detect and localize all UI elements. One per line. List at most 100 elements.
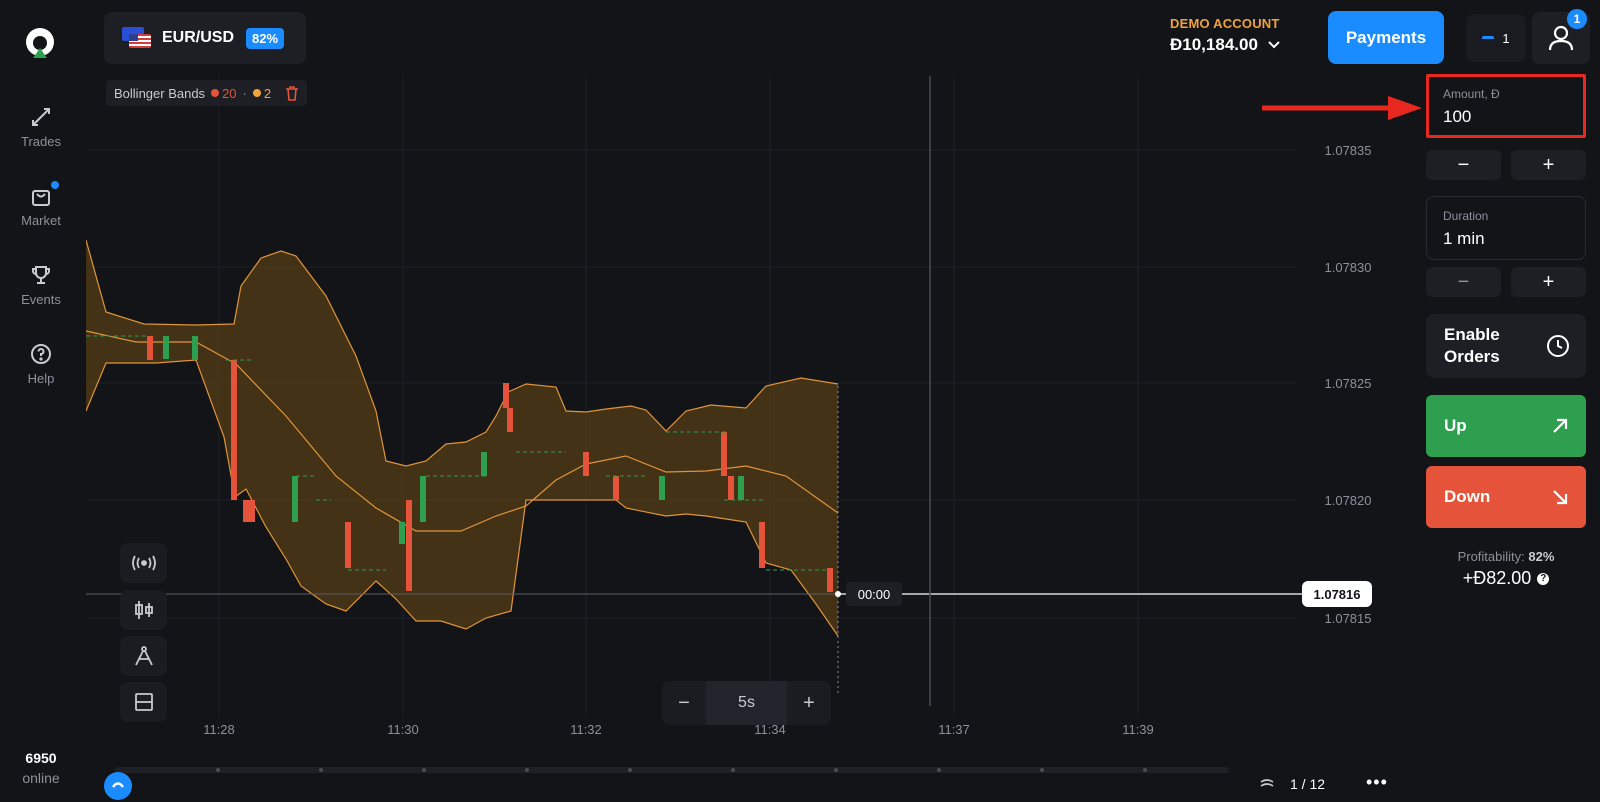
scroll-dot <box>834 768 838 772</box>
price-tick-label: 1.07815 <box>1325 611 1372 626</box>
candle <box>345 522 351 568</box>
enable-orders-label: Enable Orders <box>1444 325 1500 366</box>
price-tick-label: 1.07825 <box>1325 376 1372 391</box>
sidebar-item-market[interactable]: Market <box>0 181 82 249</box>
duration-increase-button[interactable]: + <box>1511 267 1586 297</box>
candle <box>249 500 255 522</box>
signals-tool-button[interactable] <box>120 543 167 583</box>
scroll-dot <box>731 768 735 772</box>
sidebar-item-label: Trades <box>21 134 61 149</box>
account-type-label: DEMO ACCOUNT <box>1170 16 1280 31</box>
time-tick-label: 11:34 <box>754 722 786 737</box>
open-trades-button[interactable]: 1 <box>1466 14 1526 62</box>
candle <box>192 336 198 360</box>
scroll-dot <box>1040 768 1044 772</box>
currency-flags-icon <box>122 27 151 49</box>
down-label: Down <box>1444 487 1491 506</box>
duration-value[interactable]: 1 min <box>1443 229 1485 248</box>
separator-dot: · <box>242 85 247 101</box>
duration-label: Duration <box>1443 209 1489 223</box>
open-trades-count: 1 <box>1502 30 1510 46</box>
us-flag-icon <box>129 34 151 48</box>
down-button[interactable]: Down <box>1426 466 1586 528</box>
scroll-dot <box>422 768 426 772</box>
amount-increase-button[interactable]: + <box>1511 150 1586 180</box>
account-selector[interactable]: DEMO ACCOUNT Đ10,184.00 <box>1170 16 1300 55</box>
scroll-dot <box>937 768 941 772</box>
countdown-box <box>846 582 902 606</box>
asset-selector[interactable]: EUR/USD 82% <box>104 12 306 64</box>
candle <box>738 476 744 500</box>
candle <box>231 360 237 500</box>
account-balance: Đ10,184.00 <box>1170 35 1258 54</box>
price-axis: 1.07835 1.07830 1.07825 1.07820 1.07815 <box>1325 143 1372 626</box>
time-tick-label: 11:37 <box>938 722 970 737</box>
up-button[interactable]: Up <box>1426 395 1586 457</box>
candle <box>243 500 249 522</box>
duration-decrease-button[interactable]: − <box>1426 267 1501 297</box>
drawing-tools-button[interactable] <box>120 636 167 676</box>
scroll-dot <box>628 768 632 772</box>
online-label: online <box>22 770 60 786</box>
candle <box>481 452 487 476</box>
time-tick-label: 11:28 <box>203 722 235 737</box>
market-icon <box>32 190 50 206</box>
candle <box>613 476 619 500</box>
zoom-out-button[interactable]: − <box>678 691 690 714</box>
time-tick-label: 11:30 <box>387 722 419 737</box>
page-indicator: 1 / 12 <box>1290 776 1326 792</box>
duration-field[interactable]: Duration 1 min <box>1426 196 1586 260</box>
sidebar-item-help[interactable]: Help <box>0 343 82 407</box>
current-price-line: 00:00 1.07816 <box>86 76 1372 706</box>
sidebar-item-label: Help <box>27 371 55 386</box>
up-label: Up <box>1444 416 1467 435</box>
price-tick-label: 1.07835 <box>1325 143 1372 158</box>
profitability-percent: 82% <box>1528 549 1555 564</box>
zoom-in-button[interactable]: + <box>803 691 815 714</box>
layout-icon <box>134 693 153 711</box>
band-upper-line <box>86 239 839 467</box>
period-dot-icon <box>211 89 220 97</box>
price-tick-label: 1.07820 <box>1325 493 1372 508</box>
price-chart[interactable]: 00:00 1.07816 1.07835 1.07830 1.07825 1.0782… <box>86 76 1410 784</box>
band-lower-line <box>86 359 839 637</box>
timeframe-zoom: − 5s + <box>662 681 831 725</box>
candle <box>147 336 153 360</box>
candle <box>406 500 412 591</box>
time-tick-label: 11:39 <box>1122 722 1154 737</box>
trash-icon[interactable] <box>285 85 299 101</box>
candle <box>759 522 765 568</box>
profile-button[interactable]: 1 <box>1532 9 1590 64</box>
payments-button[interactable]: Payments <box>1328 11 1444 64</box>
broadcast-icon <box>131 555 156 571</box>
amount-field[interactable]: Amount, Đ 100 <box>1426 74 1586 138</box>
more-options-button[interactable]: ••• <box>1366 772 1388 792</box>
candle <box>721 432 727 476</box>
indicator-name: Bollinger Bands <box>114 85 206 101</box>
scroll-dot <box>1143 768 1147 772</box>
chart-type-button[interactable] <box>120 590 167 630</box>
scroll-track-dots <box>115 767 1229 773</box>
amount-decrease-button[interactable]: − <box>1426 150 1501 180</box>
indicator-chip[interactable]: Bollinger Bands 20 · 2 <box>106 80 308 106</box>
enable-orders-button[interactable]: Enable Orders <box>1426 314 1586 378</box>
profile-badge: 1 <box>1567 9 1587 29</box>
layout-button[interactable] <box>120 682 167 722</box>
chart-scroll-handle[interactable] <box>104 772 132 800</box>
current-price-label: 1.07816 <box>1314 587 1361 602</box>
chevron-down-icon <box>1268 41 1280 49</box>
time-axis: 11:28 11:30 11:32 11:34 11:37 11:39 <box>203 722 1154 737</box>
clock-icon <box>1547 335 1569 357</box>
chart-pager: 1 / 12 <box>1260 776 1325 792</box>
sidebar-item-trades[interactable]: Trades <box>0 106 82 170</box>
candle <box>292 476 298 522</box>
layers-icon[interactable] <box>1260 777 1274 791</box>
timeframe-value[interactable]: 5s <box>706 681 787 725</box>
amount-value[interactable]: 100 <box>1443 107 1472 126</box>
help-icon[interactable]: ? <box>1537 572 1550 585</box>
logo-icon[interactable] <box>23 26 57 60</box>
profitability-info: Profitability: 82% +Đ82.00 ? <box>1426 549 1586 589</box>
arc-icon <box>112 782 124 788</box>
sidebar-item-events[interactable]: Events <box>0 264 82 328</box>
